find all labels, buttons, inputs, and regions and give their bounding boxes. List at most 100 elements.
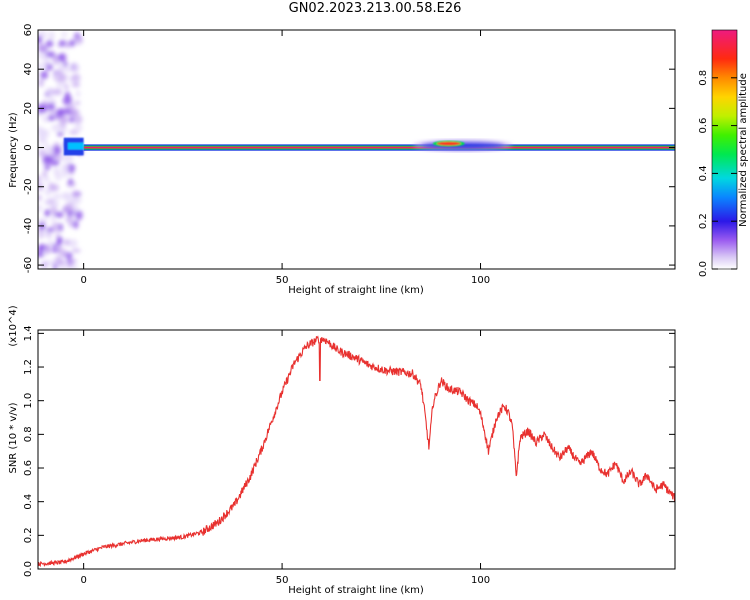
noise-blob	[73, 114, 83, 124]
bottom-x-axis-label: Height of straight line (km)	[288, 585, 424, 596]
noise-blob	[67, 261, 74, 269]
noise-blob	[38, 218, 44, 223]
y-tick-label: 40	[23, 63, 34, 76]
colorbar-tick-label: 0.6	[698, 118, 709, 134]
noise-blob	[44, 188, 52, 196]
noise-blob	[44, 244, 51, 255]
spot-core	[436, 141, 461, 146]
noise-blob	[67, 202, 74, 212]
noise-blob	[68, 39, 76, 47]
noise-blob	[68, 102, 75, 113]
noise-blob	[72, 206, 79, 212]
noise-blob	[71, 263, 78, 269]
noise-blob	[59, 249, 68, 258]
noise-blob	[72, 220, 79, 229]
x-tick-label: 0	[80, 275, 86, 286]
colorbar: 0.0 0.2 0.4 0.6 0.8 Normalized spectral ampl…	[698, 29, 749, 277]
noise-blob	[45, 87, 55, 95]
spectrogram-frame	[37, 29, 676, 270]
noise-blob	[38, 44, 47, 52]
y-tick-label: 0.6	[23, 460, 34, 476]
colorbar-label: Normalized spectral amplitude	[738, 73, 749, 227]
noise-blob	[51, 214, 56, 223]
x-tick-label: 100	[471, 275, 490, 286]
noise-blob	[68, 178, 73, 185]
noise-blob	[56, 81, 66, 88]
noise-blob	[38, 194, 42, 202]
y-tick-label: 0.8	[23, 426, 34, 442]
x-tick-label: 100	[471, 575, 490, 586]
x-tick-label: 0	[80, 575, 86, 586]
noise-blob	[53, 145, 62, 156]
noise-blob	[70, 259, 78, 264]
top-x-axis-label: Height of straight line (km)	[288, 285, 424, 296]
broadening-region	[413, 139, 513, 152]
noise-blob	[57, 122, 64, 129]
noise-blob	[38, 35, 43, 45]
noise-blob	[47, 92, 54, 101]
y-tick-label: 0	[23, 144, 34, 150]
signal-core	[67, 142, 84, 150]
noise-blob	[38, 175, 42, 183]
noise-blob	[42, 155, 52, 165]
noise-blob	[75, 210, 83, 221]
y-tick-label: 20	[23, 102, 34, 115]
noise-blob	[42, 115, 50, 123]
y-tick-label: -60	[23, 257, 34, 273]
y-tick-label: 0.4	[23, 494, 34, 510]
noise-blob	[63, 205, 69, 213]
noise-blob	[38, 78, 44, 88]
noise-blob	[60, 163, 70, 174]
noise-blob	[44, 209, 51, 217]
noise-blob	[38, 53, 42, 59]
noise-blob	[38, 144, 43, 153]
noise-blob	[41, 61, 50, 68]
noise-blob	[48, 30, 55, 41]
noise-blob	[50, 159, 60, 167]
noise-blob	[44, 198, 51, 206]
noise-blob	[58, 53, 67, 63]
noise-blob	[58, 263, 68, 269]
noise-blob	[54, 211, 64, 218]
noise-blob	[68, 116, 75, 123]
noise-blob	[73, 123, 83, 133]
noise-blob	[71, 248, 81, 253]
y-tick-label: 60	[23, 24, 34, 37]
y-tick-label: 1.4	[23, 325, 34, 341]
noise-blob	[64, 91, 71, 100]
y-tick-label: 0.0	[23, 561, 34, 577]
noise-blob	[44, 140, 49, 149]
y-tick-label: -40	[23, 218, 34, 234]
noise-blob	[53, 167, 60, 176]
noise-blob	[38, 204, 43, 213]
y-tick-label: 1.2	[23, 359, 34, 375]
noise-blob	[45, 51, 56, 58]
y-tick-label: -20	[23, 179, 34, 195]
noise-blob	[51, 222, 61, 232]
y-tick-label: 1.0	[23, 393, 34, 409]
noise-blob	[69, 239, 78, 248]
chart-title: GN02.2023.213.00.58.E26	[288, 1, 462, 16]
noise-blob	[72, 197, 82, 204]
noise-blob	[63, 62, 69, 67]
noise-blob	[42, 176, 51, 183]
colorbar-gradient	[712, 30, 737, 269]
noise-blob	[72, 190, 80, 198]
noise-blob	[70, 213, 75, 222]
noise-blob	[51, 201, 60, 208]
noise-blob	[71, 82, 81, 88]
noise-blob	[75, 39, 81, 45]
noise-blob	[56, 70, 64, 76]
snr-panel: 0 50 100 0.0 0.2 0.4 0.6 0.8 1.0 1.2 1.4 Height o…	[8, 305, 676, 596]
top-y-axis-label: Frequency (Hz)	[8, 112, 19, 188]
y-tick-label: 0.2	[23, 527, 34, 543]
noise-blob	[56, 237, 62, 248]
noise-blob	[52, 193, 62, 200]
noise-blob	[61, 31, 68, 38]
y-scale-factor: (x10^4)	[8, 305, 19, 346]
noise-blob	[64, 83, 69, 91]
noise-blob	[75, 90, 81, 98]
colorbar-tick-label: 0.4	[698, 165, 709, 181]
noise-blob	[72, 63, 80, 73]
